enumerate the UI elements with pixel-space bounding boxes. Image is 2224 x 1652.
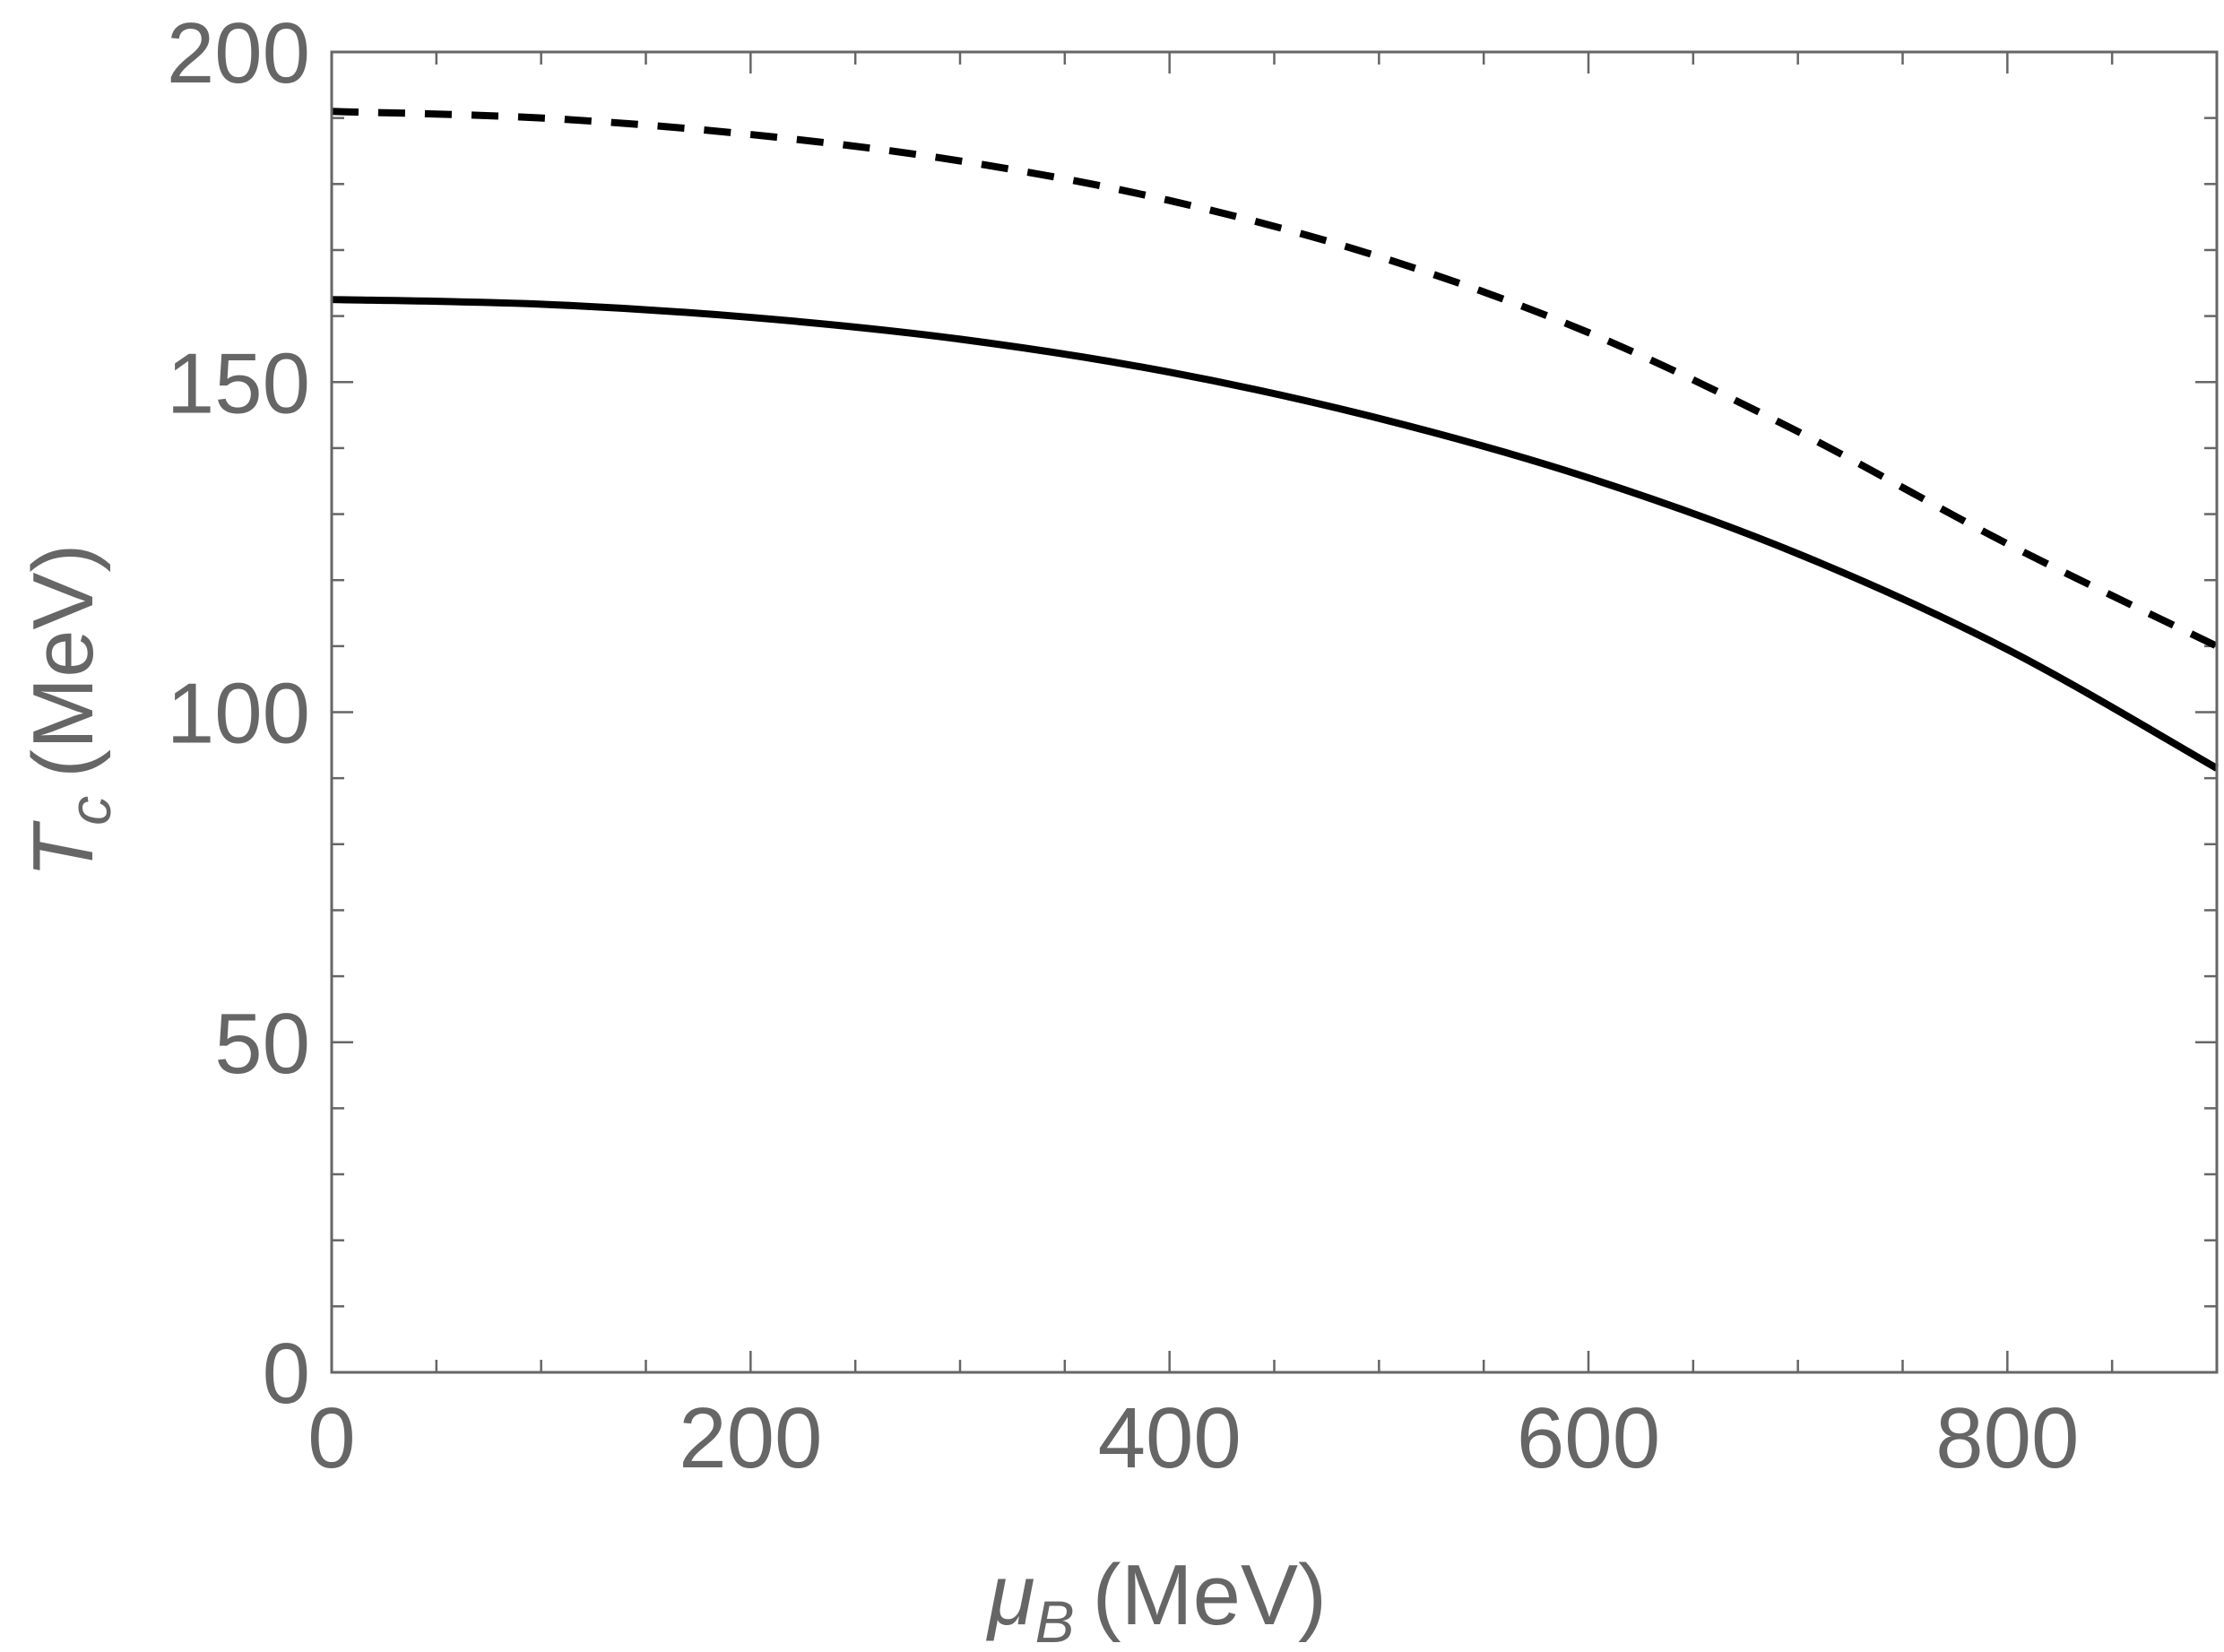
x-tick-label: 200: [679, 1390, 822, 1486]
y-axis-unit: (MeV): [15, 544, 111, 778]
y-axis-subscript: c: [56, 796, 123, 826]
data-series: [331, 108, 2219, 772]
y-tick-label: 0: [263, 1326, 310, 1422]
x-axis-title: μB (MeV): [985, 1547, 1327, 1652]
x-tick-label: 0: [307, 1390, 355, 1486]
x-tick-label: 800: [1935, 1390, 2079, 1486]
y-axis-symbol: T: [15, 819, 111, 878]
dashed-series-line: [331, 108, 2219, 650]
solid-series-line: [331, 296, 2219, 772]
x-axis-subscript: B: [1035, 1588, 1075, 1652]
axis-tick-labels: 0 200 400 600 800 0 50 100 150 200: [167, 5, 2080, 1486]
x-axis-unit: (MeV): [1093, 1547, 1327, 1643]
x-tick-label: 400: [1098, 1390, 1242, 1486]
y-tick-label: 50: [214, 996, 310, 1092]
y-axis-title: Tc (MeV): [15, 544, 123, 878]
x-axis-symbol: μ: [985, 1547, 1035, 1643]
y-tick-label: 150: [167, 335, 310, 431]
plot-frame: [330, 50, 2219, 1374]
y-tick-label: 100: [167, 666, 310, 762]
x-tick-label: 600: [1517, 1390, 1660, 1486]
y-tick-label: 200: [167, 5, 310, 101]
axis-ticks: [330, 50, 2219, 1374]
